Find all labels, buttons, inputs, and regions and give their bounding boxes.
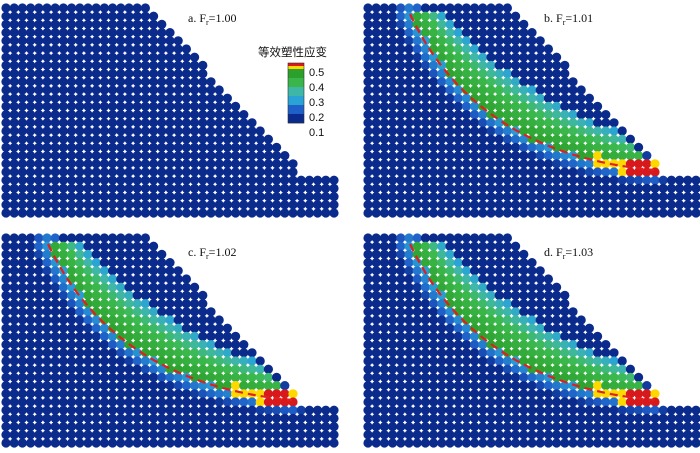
legend-tick-3: 0.2 — [309, 112, 324, 124]
panel-label-d: d. Fr=1.03 — [544, 245, 593, 261]
panel-c — [1, 233, 339, 448]
slip-surface-line — [409, 243, 655, 402]
slip-surface-line — [47, 243, 293, 402]
particle-grid — [363, 3, 700, 218]
legend-tick-2: 0.3 — [309, 97, 324, 109]
panel-label-c: c. Fr=1.02 — [188, 245, 236, 261]
legend-tick-0: 0.5 — [309, 67, 324, 79]
legend-tick-1: 0.4 — [309, 82, 324, 94]
panel-b — [363, 3, 700, 218]
particle-grid — [1, 3, 339, 218]
panel-d — [363, 233, 700, 448]
panel-label-b: b. Fr=1.01 — [544, 11, 593, 27]
particle-grid — [363, 233, 700, 448]
strain-legend: 等效塑性应变 0.5 0.4 0.3 0.2 0.1 — [258, 45, 327, 139]
particle-grid — [1, 233, 339, 448]
slip-surface-line — [409, 13, 655, 172]
panel-a — [1, 3, 339, 218]
panels-group — [1, 3, 700, 448]
legend-tick-4: 0.1 — [309, 127, 324, 139]
panel-label-a: a. Fr=1.00 — [188, 11, 236, 27]
legend-color-bar — [287, 62, 305, 124]
legend-title: 等效塑性应变 — [258, 45, 327, 59]
